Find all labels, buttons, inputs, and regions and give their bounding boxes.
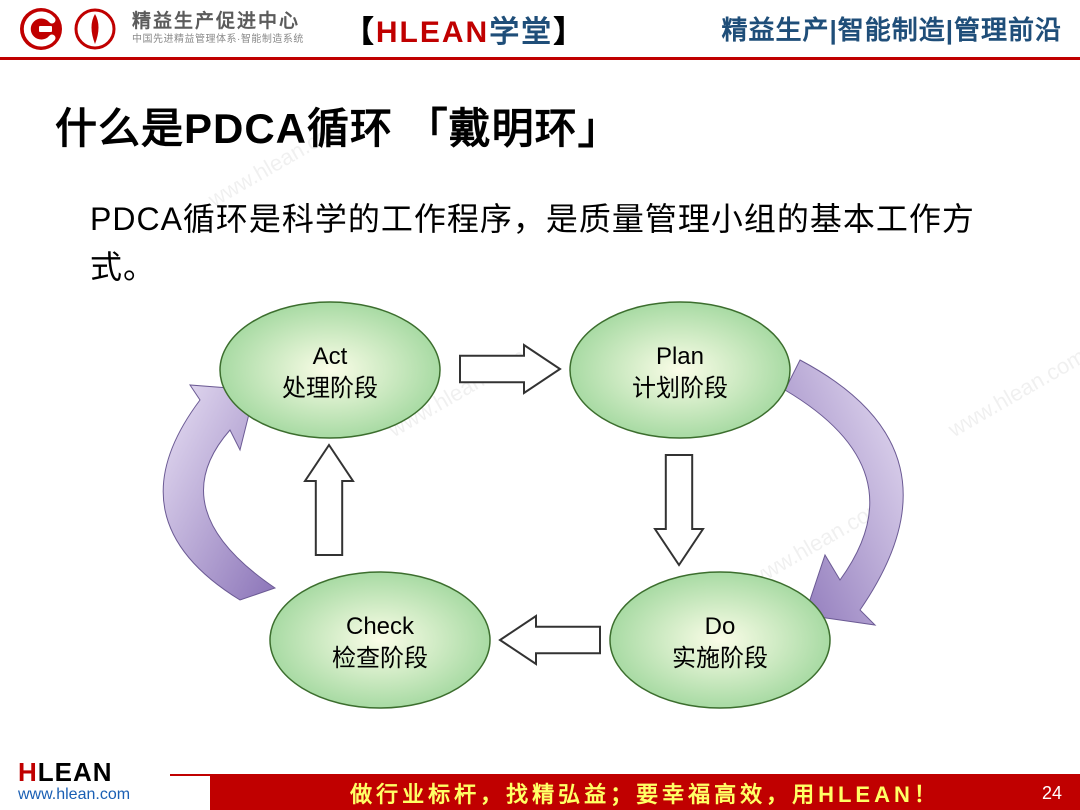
description: PDCA循环是科学的工作程序，是质量管理小组的基本工作方式。: [90, 195, 1010, 291]
arrow-do-check: [500, 616, 600, 664]
footer: HLEAN www.hlean.com 做行业标杆，找精弘益；要幸福高效，用HL…: [0, 762, 1080, 810]
arrow-check-act: [305, 445, 353, 555]
arrow-act-plan: [460, 345, 560, 393]
footer-page: 24: [1042, 783, 1062, 804]
header-mid: 【HLEAN学堂】: [344, 7, 585, 51]
footer-bar: 做行业标杆，找精弘益；要幸福高效，用HLEAN！ 24: [210, 776, 1080, 810]
logo-text-sub: 中国先进精益管理体系·智能制造系统: [132, 34, 304, 45]
node-do-en: Do: [705, 613, 736, 640]
logo-block: 精益生产促进中心 中国先进精益管理体系·智能制造系统: [18, 6, 304, 52]
outer-ribbon-right: [785, 360, 903, 625]
bracket-l: 【: [344, 16, 376, 49]
node-do: Do 实施阶段: [610, 572, 830, 708]
logo-ring-icon: [72, 6, 118, 52]
node-plan-zh: 计划阶段: [632, 375, 728, 402]
header: 精益生产促进中心 中国先进精益管理体系·智能制造系统 【HLEAN学堂】 精益生…: [0, 0, 1080, 60]
node-act-en: Act: [313, 343, 348, 370]
footer-msg: 做行业标杆，找精弘益；要幸福高效，用HLEAN！: [350, 777, 940, 809]
bracket-r: 】: [553, 16, 585, 49]
header-mid-blue: 学堂: [489, 16, 553, 49]
slide: 精益生产促进中心 中国先进精益管理体系·智能制造系统 【HLEAN学堂】 精益生…: [0, 0, 1080, 810]
page-title: 什么是PDCA循环 「戴明环」: [55, 95, 621, 156]
footer-left: HLEAN www.hlean.com: [18, 757, 130, 804]
node-check-zh: 检查阶段: [332, 645, 428, 672]
node-act-zh: 处理阶段: [282, 375, 378, 402]
node-check-en: Check: [346, 613, 415, 640]
arrow-plan-do: [655, 455, 703, 565]
footer-brand-black: LEAN: [38, 757, 113, 787]
logo-c-icon: [18, 6, 64, 52]
footer-brand: HLEAN: [18, 757, 130, 788]
node-plan-en: Plan: [656, 343, 704, 370]
node-check: Check 检查阶段: [270, 572, 490, 708]
node-plan: Plan 计划阶段: [570, 302, 790, 438]
logo-text-main: 精益生产促进中心: [132, 12, 304, 33]
header-mid-red: HLEAN: [376, 16, 489, 49]
footer-brand-red: H: [18, 757, 38, 787]
footer-url: www.hlean.com: [18, 786, 130, 804]
node-act: Act 处理阶段: [220, 302, 440, 438]
pdca-diagram: Act 处理阶段 Plan 计划阶段 Do 实施阶段 Check 检查阶段: [90, 290, 990, 750]
header-right: 精益生产|智能制造|管理前沿: [721, 10, 1062, 47]
logo-text-block: 精益生产促进中心 中国先进精益管理体系·智能制造系统: [132, 12, 304, 46]
node-do-zh: 实施阶段: [672, 645, 768, 672]
